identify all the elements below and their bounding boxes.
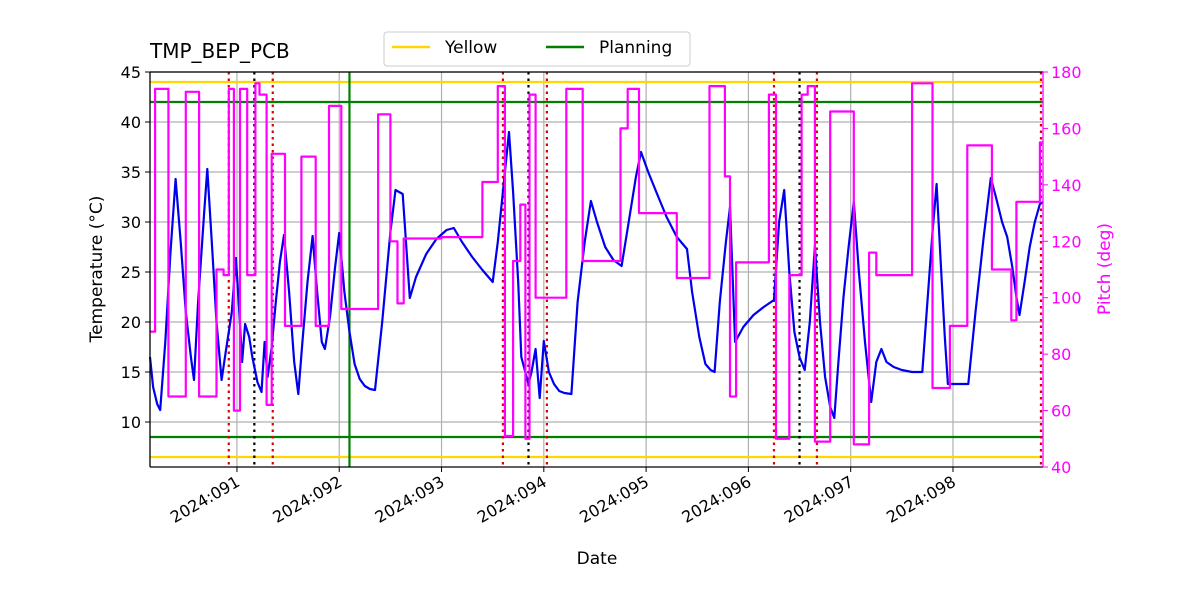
y2-tick-labels: 40 60 80 100 120 140 160 180 bbox=[1043, 63, 1082, 477]
y2-tick-label: 140 bbox=[1051, 176, 1082, 195]
y-tick-label: 45 bbox=[121, 63, 141, 82]
x-tick-label: 2024:091 bbox=[167, 472, 243, 527]
x-tick-label: 2024:097 bbox=[781, 472, 857, 527]
legend-label-planning: Planning bbox=[599, 38, 672, 58]
y-tick-label: 35 bbox=[121, 163, 141, 182]
x-tick-labels: 2024:091 2024:092 2024:093 2024:094 2024:095… bbox=[167, 467, 959, 527]
y2-tick-label: 160 bbox=[1051, 119, 1082, 138]
x-tick-label: 2024:092 bbox=[269, 472, 345, 527]
axes bbox=[149, 71, 1044, 468]
x-tick-label: 2024:098 bbox=[883, 472, 959, 527]
y2-tick-label: 120 bbox=[1051, 232, 1082, 251]
y2-tick-label: 180 bbox=[1051, 63, 1082, 82]
x-tick-label: 2024:096 bbox=[679, 472, 755, 527]
x-tick-label: 2024:093 bbox=[372, 472, 448, 527]
legend: Yellow Planning bbox=[383, 31, 691, 67]
y-tick-label: 10 bbox=[121, 413, 141, 432]
y-tick-label: 30 bbox=[121, 213, 141, 232]
x-tick-label: 2024:095 bbox=[576, 472, 652, 527]
y-tick-label: 40 bbox=[121, 113, 141, 132]
legend-label-yellow: Yellow bbox=[444, 38, 497, 58]
y-tick-label: 20 bbox=[121, 313, 141, 332]
chart-title: TMP_BEP_PCB bbox=[149, 39, 290, 63]
y2-tick-label: 60 bbox=[1051, 402, 1071, 421]
y2-tick-label: 100 bbox=[1051, 289, 1082, 308]
y2-tick-label: 40 bbox=[1051, 458, 1071, 477]
x-axis-label: Date bbox=[577, 549, 618, 569]
x-tick-label: 2024:094 bbox=[474, 472, 550, 527]
series-lines bbox=[148, 82, 1044, 446]
y-tick-label: 15 bbox=[121, 363, 141, 382]
y-axis-label: Temperature (°C) bbox=[87, 196, 107, 344]
limit-lines bbox=[150, 80, 1043, 459]
y-tick-labels: 10 15 20 25 30 35 40 45 bbox=[121, 63, 150, 432]
temperature-series-line bbox=[148, 130, 1044, 420]
y-tick-label: 25 bbox=[121, 263, 141, 282]
y2-tick-label: 80 bbox=[1051, 345, 1071, 364]
y2-axis-label: Pitch (deg) bbox=[1095, 223, 1115, 315]
event-vertical-lines bbox=[227, 72, 1043, 467]
pitch-series-line bbox=[150, 82, 1043, 446]
legend-box bbox=[383, 31, 691, 67]
